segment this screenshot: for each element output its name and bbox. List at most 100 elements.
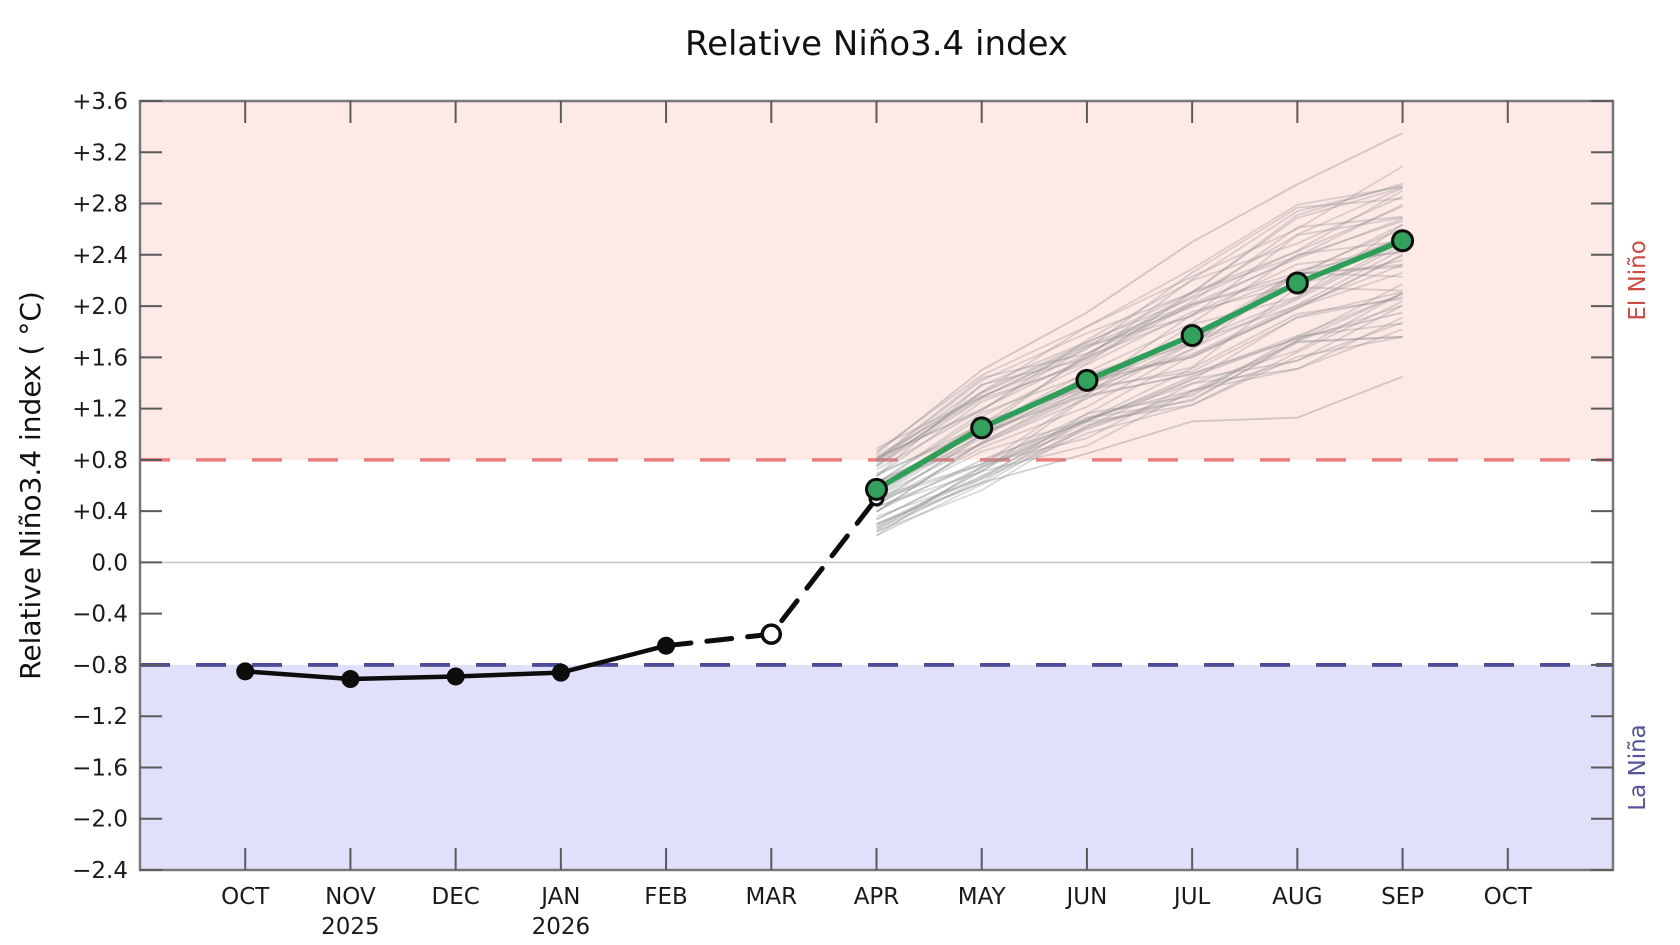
month-tick-label: SEP [1381,884,1424,910]
forecast-mean-line [875,238,1404,492]
ensemble-member-line [876,186,1403,457]
ensemble-member-line [875,165,1404,453]
forecast-mean-marker [970,416,994,440]
observed-marker [236,662,255,681]
ensemble-member-line [876,254,1404,503]
ensemble-member-line [876,271,1403,505]
forecast-mean-marker [865,477,888,501]
ensemble-member-line [876,304,1403,537]
observed-marker [341,670,360,689]
ensemble-member-line [875,182,1403,461]
ensemble-member-line [876,335,1403,527]
ensemble-member-line [876,328,1403,531]
ensemble-member-line [876,321,1403,521]
ensemble-member-line [875,187,1403,461]
ensemble-member-line [876,298,1403,521]
y-axis-label: Relative Niño3.4 index ( °C) [14,291,47,680]
month-tick-label: NOV [325,884,376,910]
y-tick-label: +2.0 [72,294,128,320]
ensemble-member-line [876,184,1403,460]
ensemble-member-line [875,217,1403,466]
ensemble-member-line [876,259,1403,485]
forecast-mean-marker [1180,324,1204,348]
y-tick-label: +3.6 [72,89,128,115]
ensemble-member-line [876,286,1403,513]
y-tick-label: +2.4 [72,243,128,269]
forecast-mean-marker [1285,271,1309,295]
month-tick-label: DEC [431,884,479,910]
y-tick-label: −1.6 [72,755,128,781]
ensemble-member-line [876,291,1403,506]
la-nina-region-label: La Niña [1625,724,1651,811]
y-tick-label: +0.4 [72,499,128,525]
forecast-mean-marker [1075,368,1099,392]
ensemble-member-line [876,283,1404,508]
ensemble-member-line [876,335,1403,533]
ensemble-member-line [876,316,1403,529]
y-tick-label: −2.4 [72,858,128,884]
y-tick-label: 0.0 [91,550,128,576]
ensemble-member-line [876,265,1403,498]
ensemble-member-line [876,195,1403,459]
ensemble-member-line [876,223,1403,477]
shaded-regions [140,101,1613,870]
ensemble-member-line [875,189,1404,463]
y-tick-label: −0.8 [72,653,128,679]
y-tick-label: −0.4 [72,602,128,628]
y-tick-label: +1.6 [72,345,128,371]
observed-marker [657,636,676,655]
observed-marker [446,667,465,686]
ensemble-outlier-line [876,311,1403,512]
ensemble-member-line [875,205,1403,467]
la-nina-region [140,664,1613,870]
y-tick-label: +1.2 [72,397,128,423]
y-tick-label: −2.0 [72,807,128,833]
ensemble-member-line [876,296,1403,513]
ensemble-member-line [876,263,1403,497]
ensemble-member-line [876,244,1404,505]
month-tick-label: MAR [746,884,798,910]
ensemble-member-line [876,216,1403,463]
ensemble-member-line [876,292,1403,530]
chart-series [236,132,1415,689]
ensemble-member-line [875,215,1403,477]
month-tick-label: AUG [1272,884,1322,910]
y-tick-label: −1.2 [72,704,128,730]
ensemble-member-line [875,227,1403,478]
forecast-mean-marker [1391,229,1415,253]
ensemble-member-line [876,304,1404,533]
ensemble-member-line [876,263,1403,485]
ensemble-member-line [876,253,1404,499]
month-tick-label: FEB [644,884,688,910]
y-tick-label: +3.2 [72,140,128,166]
month-tick-label: JUL [1172,884,1211,910]
ensemble-member-line [876,300,1403,525]
y-tick-label: +2.8 [72,192,128,218]
month-tick-label: JUN [1065,884,1108,910]
ensemble-outlier-line [875,132,1403,455]
ensemble-member-line [876,251,1403,492]
ensemble-outlier-line [876,375,1403,525]
month-tick-label: APR [854,884,900,910]
ensemble-member-line [876,322,1403,518]
y-tick-label: +0.8 [72,448,128,474]
ensemble-member-line [876,185,1403,461]
ensemble-member-line [876,197,1403,450]
observed-marker [551,663,570,682]
ensemble-member-line [876,335,1403,537]
axes-and-ticks: +3.6 +3.2 +2.8 +2.4 +2.0 +1.6 +1.2 +0.8 +0.4 0.0 −… [72,89,1615,940]
chart-title: Relative Niño3.4 index [685,24,1068,64]
month-tick-label: OCT [221,884,270,910]
ensemble-member-line [876,203,1403,468]
el-nino-region [140,101,1613,460]
ensemble-member-line [876,292,1404,509]
month-tick-label: OCT [1484,884,1533,910]
el-nino-region-label: El Niño [1625,240,1651,320]
month-tick-label: MAY [958,884,1007,910]
ensemble-member-line [876,220,1403,471]
march-open-marker [760,623,783,645]
year-label: 2026 [532,914,591,940]
year-label: 2025 [321,914,380,940]
